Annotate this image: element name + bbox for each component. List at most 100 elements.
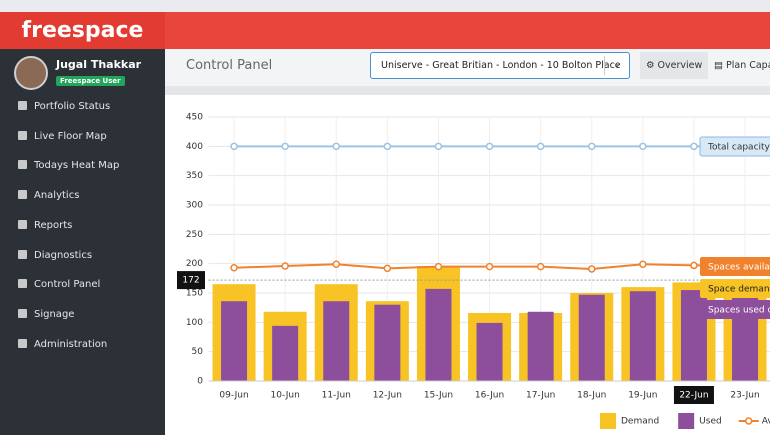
tab[interactable]: ▤ Plan Capacity [708, 52, 770, 79]
line-marker [538, 264, 544, 270]
line-marker [435, 143, 441, 149]
line-marker [435, 264, 441, 270]
page: freespace Jugal Thakkar Freespace User P… [0, 0, 770, 435]
top-strip [0, 0, 770, 12]
menu-label: Control Panel [34, 279, 100, 290]
location-text: Uniserve - Great Britian - London - 10 B… [371, 60, 621, 71]
legend-label: Available [762, 417, 770, 427]
y-tick-label: 300 [186, 201, 203, 211]
x-tick-label: 18-Jun [577, 391, 606, 401]
y-tick-label: 250 [186, 230, 203, 240]
line-marker [589, 143, 595, 149]
line-marker [487, 143, 493, 149]
avatar [14, 56, 48, 90]
x-tick-label: 16-Jun [475, 391, 504, 401]
x-tick-label: 22-Jun [679, 391, 708, 401]
y-tick-label: 350 [186, 171, 203, 181]
bar [374, 305, 400, 381]
tab-label: Plan Capacity [726, 60, 770, 71]
bar [579, 295, 605, 381]
menu-icon [18, 101, 27, 110]
line-marker [282, 263, 288, 269]
y-tick-label: 50 [192, 347, 204, 357]
line-marker [282, 143, 288, 149]
menu-item[interactable]: Reports [18, 220, 72, 231]
tooltip-text: Total capacity : [707, 143, 770, 153]
menu-icon [18, 279, 27, 288]
line-marker [640, 143, 646, 149]
user-name: Jugal Thakkar [56, 58, 141, 71]
y-tick-label: 0 [197, 377, 203, 387]
bar [323, 301, 349, 381]
menu-label: Reports [34, 220, 72, 231]
x-tick-label: 23-Jun [730, 391, 759, 401]
menu-item[interactable]: Live Floor Map [18, 131, 107, 142]
tooltip-text: Spaces availabl [708, 263, 770, 273]
menu-item[interactable]: Diagnostics [18, 250, 92, 261]
crosshair-label: 172 [182, 276, 199, 286]
menu-item[interactable]: Administration [18, 339, 107, 350]
line-marker [691, 143, 697, 149]
line-marker [333, 261, 339, 267]
line-marker [487, 264, 493, 270]
menu-label: Todays Heat Map [34, 160, 119, 171]
menu-icon [18, 220, 27, 229]
menu-item[interactable]: Control Panel [18, 279, 100, 290]
logo[interactable]: freespace [0, 12, 165, 49]
menu-label: Administration [34, 339, 107, 350]
line-marker [333, 143, 339, 149]
menu-label: Analytics [34, 190, 79, 201]
menu-label: Diagnostics [34, 250, 92, 261]
menu-item[interactable]: Portfolio Status [18, 101, 110, 112]
legend-marker [746, 418, 752, 424]
line-marker [640, 261, 646, 267]
menu-item[interactable]: Analytics [18, 190, 79, 201]
location-select[interactable]: Uniserve - Great Britian - London - 10 B… [370, 52, 630, 79]
y-tick-label: 200 [186, 259, 203, 269]
x-tick-label: 19-Jun [628, 391, 657, 401]
y-tick-label: 100 [186, 318, 203, 328]
menu-label: Signage [34, 309, 74, 320]
line-marker [231, 143, 237, 149]
bar [630, 291, 656, 381]
menu-icon [18, 131, 27, 140]
x-tick-label: 17-Jun [526, 391, 555, 401]
menu-icon [18, 160, 27, 169]
page-title: Control Panel [186, 58, 272, 73]
x-tick-label: 09-Jun [219, 391, 248, 401]
bar [528, 312, 554, 381]
menu-icon [18, 250, 27, 259]
bar [425, 289, 451, 381]
x-tick-label: 10-Jun [271, 391, 300, 401]
bar [272, 326, 298, 381]
legend-label: Demand [621, 417, 659, 427]
menu-icon [18, 309, 27, 318]
menu-icon [18, 190, 27, 199]
line-marker [538, 143, 544, 149]
line-marker [691, 262, 697, 268]
y-tick-label: 450 [186, 113, 203, 123]
y-tick-label: 400 [186, 142, 203, 152]
bar [221, 301, 247, 381]
line-marker [589, 266, 595, 272]
menu-item[interactable]: Todays Heat Map [18, 160, 119, 171]
dropdown-arrow[interactable]: ⌄ [604, 56, 629, 75]
line-marker [384, 265, 390, 271]
tab[interactable]: ⚙ Overview [640, 52, 708, 79]
legend-swatch [678, 413, 694, 429]
y-tick-label: 150 [186, 289, 203, 299]
chart: 0 50 100 150 200 250 300 350 400 450 172 09-Jun 10-J… [165, 95, 770, 435]
line-marker [231, 265, 237, 271]
x-tick-label: 15-Jun [424, 391, 453, 401]
line-marker [384, 143, 390, 149]
tab-label: Overview [658, 60, 703, 71]
tooltip-text: Spaces used on [708, 306, 770, 316]
legend-swatch [600, 413, 616, 429]
bar [477, 323, 503, 381]
menu-label: Live Floor Map [34, 131, 107, 142]
menu-item[interactable]: Signage [18, 309, 74, 320]
menu-icon [18, 339, 27, 348]
menu-label: Portfolio Status [34, 101, 110, 112]
user-role: Freespace User [56, 76, 125, 86]
legend-label: Used [699, 417, 722, 427]
